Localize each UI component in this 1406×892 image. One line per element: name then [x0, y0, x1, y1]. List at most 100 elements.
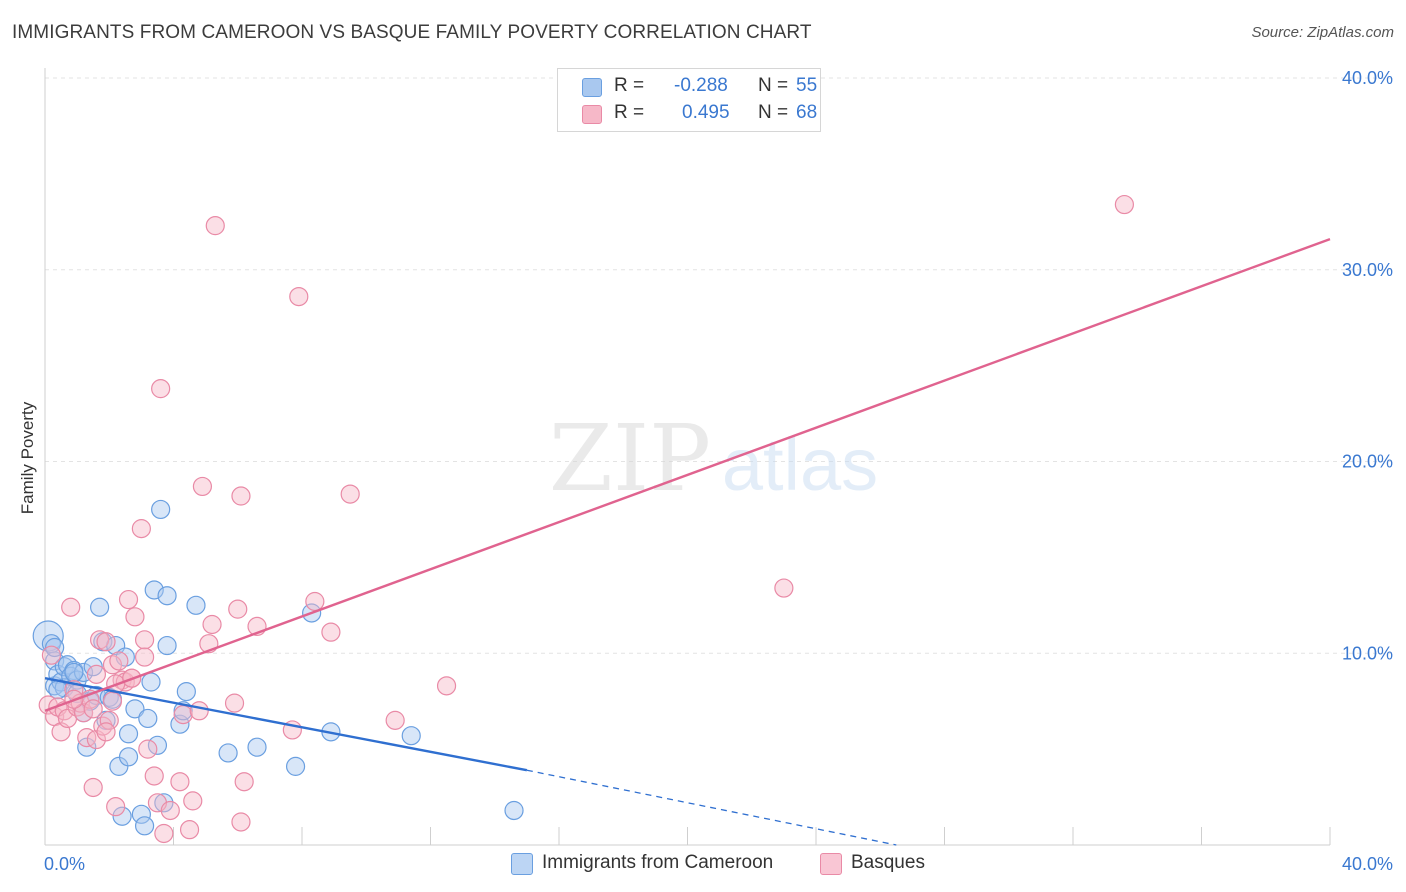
y-tick-label: 30.0% — [1342, 260, 1393, 280]
data-point — [154, 823, 174, 844]
data-point — [83, 777, 103, 798]
data-point — [99, 710, 119, 730]
trend-line-cameroon — [44, 676, 528, 772]
data-point — [45, 637, 65, 658]
trend-line-cameroon-extrapolated — [526, 769, 897, 846]
legend-swatch-basques — [582, 105, 602, 124]
data-point — [125, 607, 145, 627]
data-point — [83, 699, 103, 719]
data-point — [228, 599, 248, 619]
data-point — [96, 722, 116, 742]
axes — [44, 68, 1331, 846]
data-point — [48, 680, 68, 700]
series-1 — [38, 194, 1135, 844]
data-point — [151, 499, 171, 520]
data-point — [247, 737, 267, 757]
trend-line-basques — [44, 237, 1331, 712]
data-point — [96, 632, 116, 652]
source-credit: Source: ZipAtlas.com — [1251, 24, 1394, 41]
watermark: ZIP atlas — [549, 405, 878, 512]
y-tick-label: 10.0% — [1342, 643, 1393, 663]
data-point — [231, 812, 251, 832]
tick-labels: 10.0% 20.0% 30.0% 40.0% 0.0% 40.0% — [44, 68, 1393, 874]
data-point — [173, 705, 193, 725]
bottom-legend-swatch-cameroon — [511, 853, 533, 875]
data-point — [774, 578, 794, 598]
data-point — [109, 756, 129, 776]
data-point — [305, 591, 325, 612]
trend-lines — [44, 237, 1331, 846]
data-point — [131, 519, 151, 539]
chart-title: IMMIGRANTS FROM CAMEROON VS BASQUE FAMIL… — [12, 22, 812, 43]
data-point — [289, 286, 309, 307]
data-point — [231, 486, 251, 506]
y-tick-label: 20.0% — [1342, 452, 1393, 472]
data-point — [109, 651, 129, 671]
bottom-legend-swatch-basques — [820, 853, 842, 875]
data-point — [340, 484, 360, 504]
data-point — [138, 739, 158, 759]
data-point — [1114, 194, 1135, 215]
legend-n-label: N = — [758, 75, 789, 96]
data-point — [106, 797, 126, 817]
data-point — [157, 635, 177, 656]
legend-r-label: R = — [614, 102, 645, 123]
legend-n-value: 55 — [796, 75, 818, 96]
x-tick-label: 0.0% — [44, 854, 85, 874]
series-0 — [32, 499, 524, 836]
data-point — [179, 820, 200, 840]
watermark-atlas: atlas — [722, 423, 878, 506]
data-point — [186, 595, 206, 615]
legend-r-label: R = — [614, 75, 645, 96]
data-point — [176, 681, 196, 702]
data-point — [112, 806, 132, 826]
data-point — [54, 657, 74, 677]
correlation-legend: R = -0.288 N = 55 R = 0.495 N = 68 — [557, 68, 821, 132]
data-point — [64, 662, 84, 683]
data-point — [202, 614, 222, 635]
bottom-legend-label: Immigrants from Cameroon — [542, 852, 774, 873]
data-point — [504, 800, 524, 821]
legend-swatch-cameroon — [582, 78, 602, 97]
bottom-legend-label: Basques — [851, 852, 925, 873]
data-point — [118, 589, 139, 610]
data-point — [118, 724, 139, 744]
data-point — [118, 747, 139, 767]
data-point — [285, 756, 306, 776]
data-point — [436, 676, 457, 696]
y-tick-label: 40.0% — [1342, 68, 1393, 88]
data-point — [147, 735, 168, 755]
data-point — [192, 476, 213, 497]
data-point — [234, 772, 254, 792]
data-point — [131, 804, 151, 824]
legend-r-value: 0.495 — [682, 102, 730, 123]
grid-lines — [45, 77, 1392, 654]
data-point — [154, 793, 174, 813]
data-point — [183, 791, 203, 811]
data-point — [77, 728, 97, 748]
watermark-zip: ZIP — [549, 405, 711, 512]
data-point — [134, 816, 155, 836]
data-point — [144, 766, 164, 786]
data-point — [32, 620, 64, 652]
data-point — [83, 657, 103, 677]
data-point — [125, 699, 145, 719]
legend-n-value: 68 — [796, 102, 818, 123]
data-point — [401, 726, 421, 746]
data-point — [189, 701, 209, 721]
data-point — [170, 772, 190, 792]
data-point — [205, 216, 225, 236]
data-point — [86, 664, 107, 684]
legend-r-value: -0.288 — [674, 75, 728, 96]
data-point — [218, 743, 238, 763]
data-point — [385, 710, 405, 730]
data-point — [61, 597, 81, 617]
data-point — [160, 800, 180, 821]
data-points — [32, 194, 1135, 844]
data-point — [151, 379, 171, 399]
data-point — [102, 691, 123, 711]
x-tick-label: 40.0% — [1342, 854, 1393, 874]
data-point — [138, 708, 158, 729]
data-point — [134, 647, 155, 667]
